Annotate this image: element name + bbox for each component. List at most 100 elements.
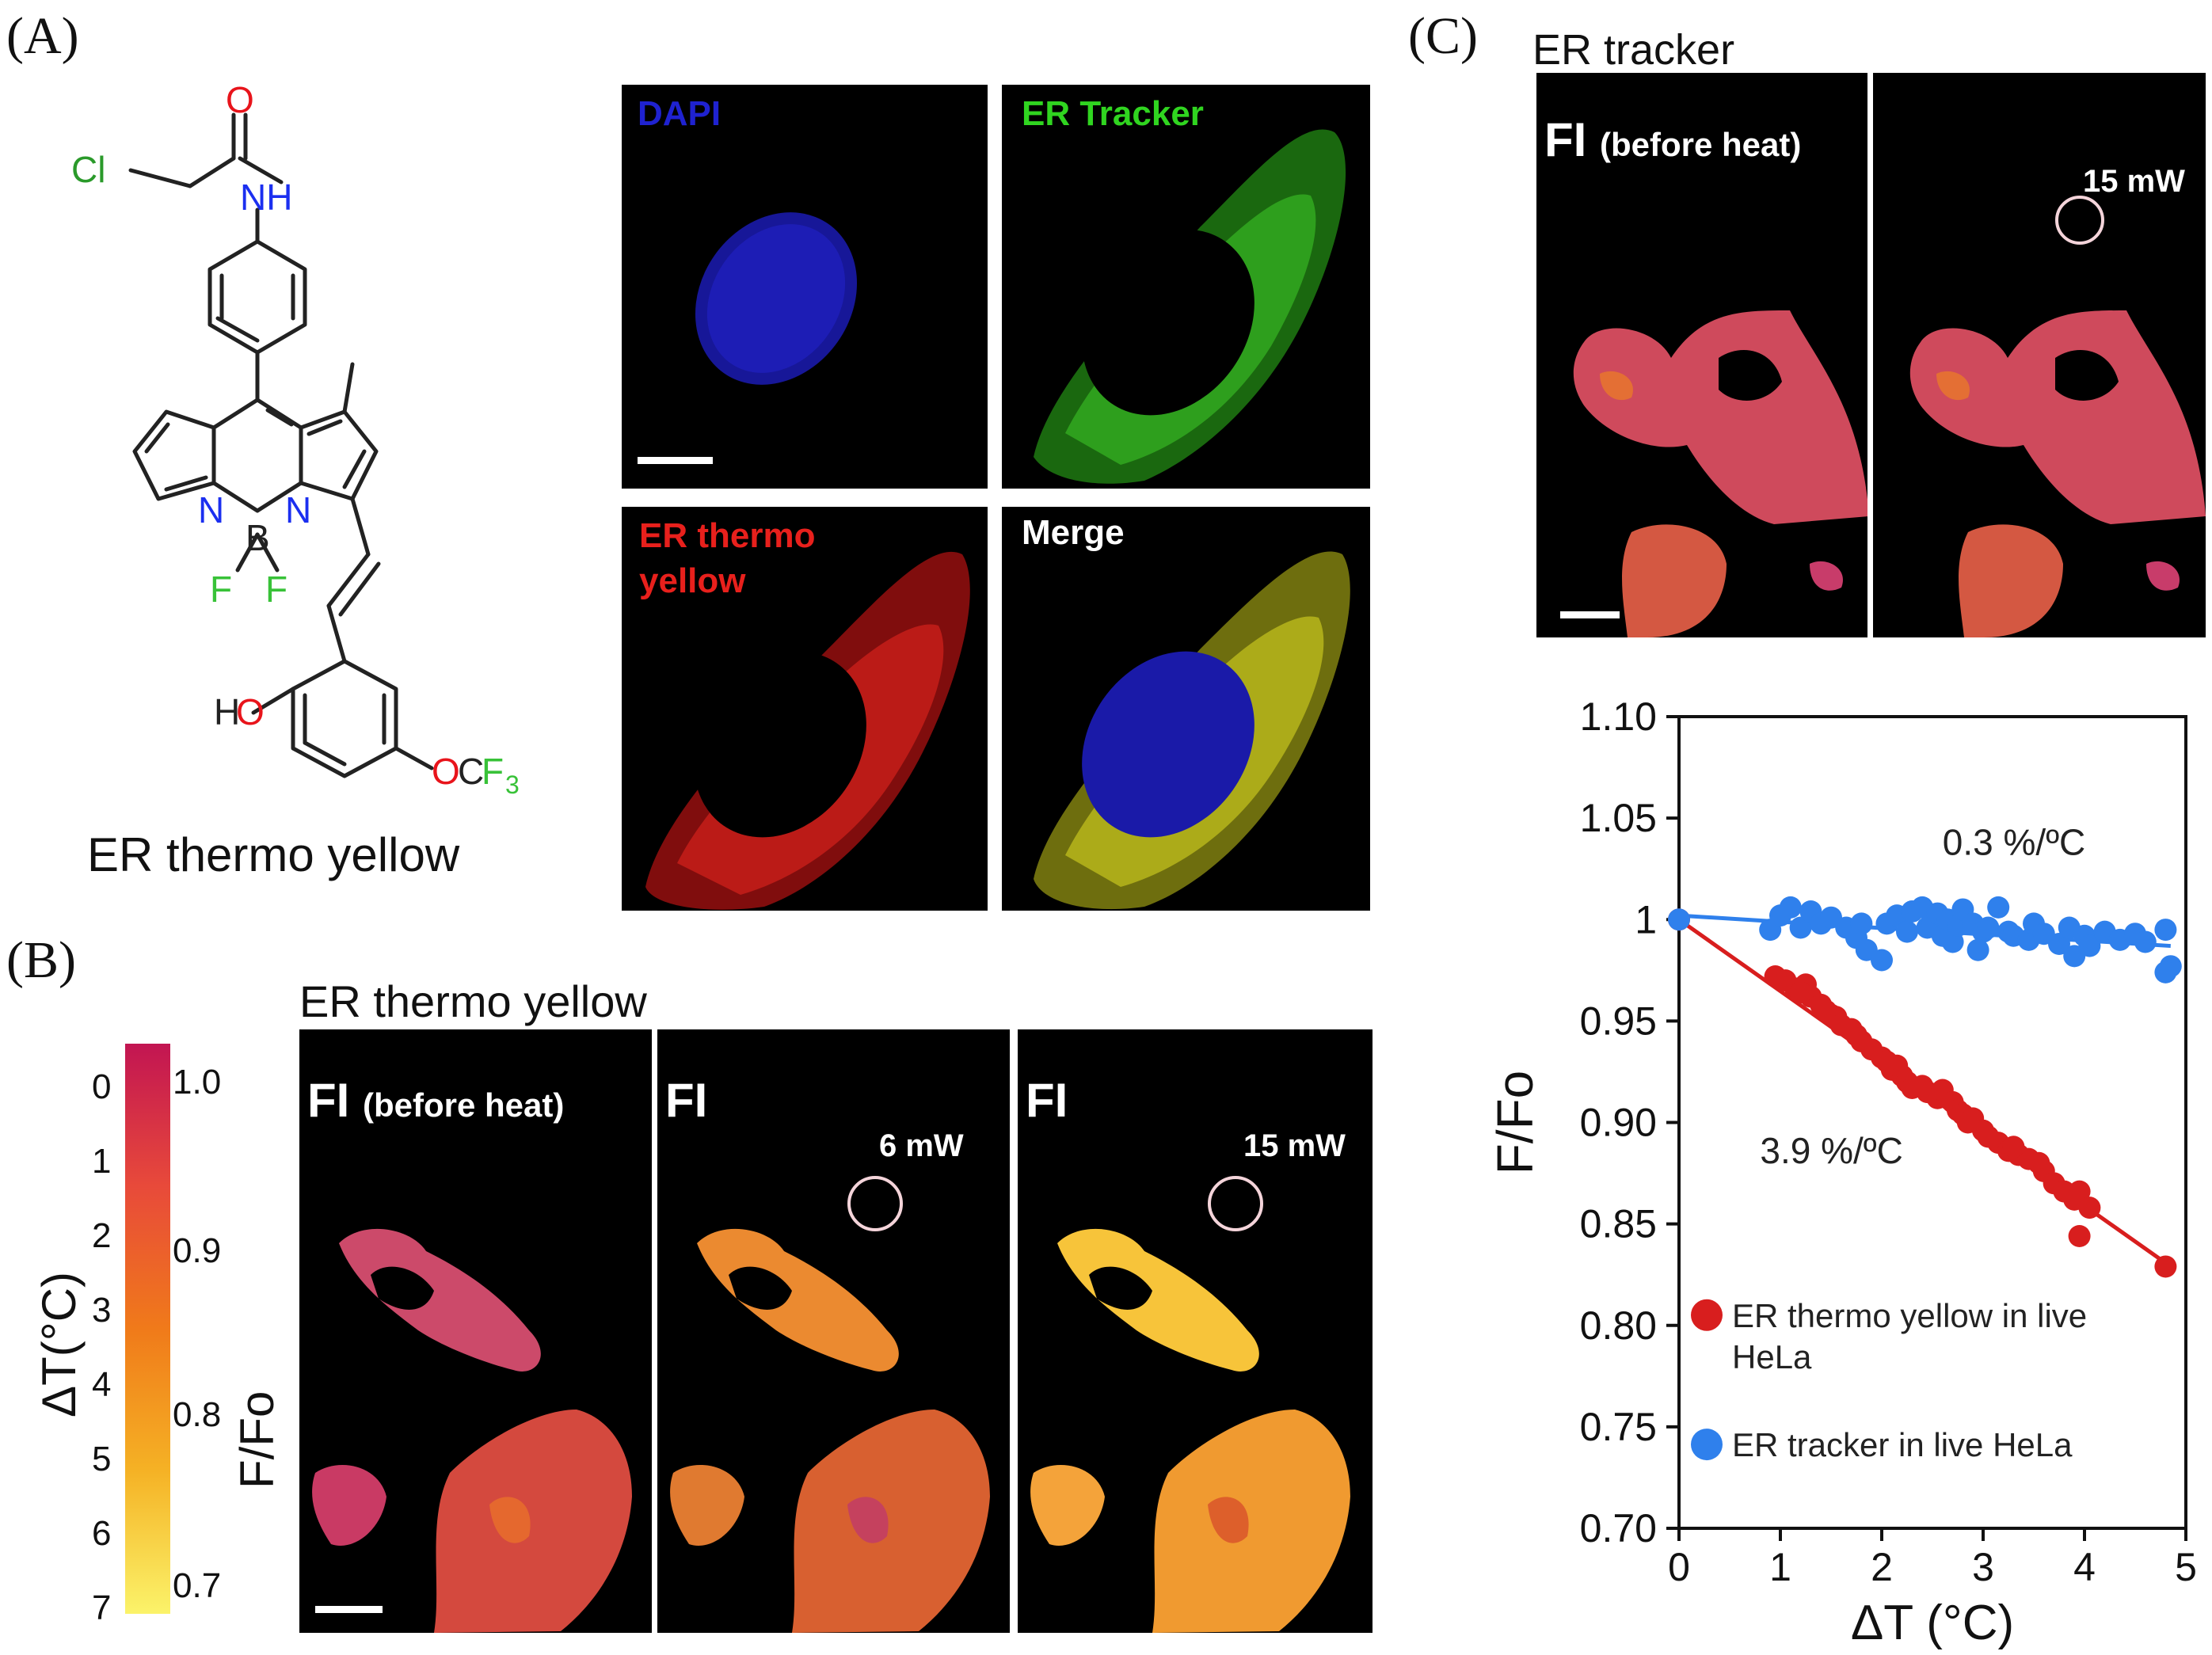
er-thermo-image: ER thermo yellow [622,507,988,911]
data-point-er-thermo [2068,1180,2091,1203]
y-tick-label: 1.10 [1580,694,1657,739]
data-point-er-tracker [2134,930,2157,953]
atom-f-left: F [210,569,232,610]
fi-sub-1: (before heat) [363,1086,565,1124]
atom-b: B [246,517,270,558]
atom-n-right: N [285,489,311,531]
data-point-er-thermo [2002,1136,2025,1158]
scale-bar [315,1606,383,1613]
data-point-er-thermo [1956,1111,1979,1134]
y-tick-label: 0.70 [1580,1506,1657,1550]
data-point-er-thermo [1789,981,1812,1004]
data-point-er-tracker [1779,896,1802,919]
label-merge: Merge [1022,513,1125,552]
data-point-er-tracker [2154,919,2177,942]
data-point-er-thermo [2154,1255,2177,1278]
fi-text-1: FI [307,1074,350,1127]
fi-text-2: FI [665,1074,708,1127]
panel-label-c: (C) [1408,7,1478,65]
data-point-er-thermo [2068,1225,2091,1247]
fi-label-1: FI (before heat) [307,1073,564,1128]
x-tick-label: 4 [2073,1545,2096,1589]
atom-n-left: N [198,489,224,531]
power-label-15mw: 15 mW [1243,1128,1346,1163]
c-fi-text-1: FI [1544,113,1587,166]
c-power-label-15mw: 15 mW [2083,164,2185,199]
label-dapi: DAPI [638,94,721,133]
y-axis-label: F/Fo [1489,1071,1544,1175]
y-tick-label: 0.95 [1580,999,1657,1043]
y-tick-label: 0.75 [1580,1405,1657,1449]
plot-frame [1677,715,2187,1530]
slope-annotation-thermo: 3.9 %/ºC [1760,1130,1902,1171]
atom-h-hydroxyl: H [214,691,240,732]
panel-c-title: ER tracker [1532,26,1735,74]
data-point-er-tracker [1850,912,1873,935]
atom-subscript-3: 3 [505,770,520,799]
slope-annotation-tracker: 0.3 %/ºC [1943,821,2085,862]
atom-nh: NH [240,177,292,218]
dt-tick-6: 6 [92,1514,112,1553]
colorbar [125,1044,170,1614]
legend-label-er-thermo: ER thermo yellow in live HeLa [1732,1297,2087,1375]
ratio-tick-0-8: 0.8 [173,1395,222,1434]
dt-tick-0: 0 [92,1067,112,1106]
data-point-er-tracker [2154,961,2177,983]
c-fi-sub-1: (before heat) [1600,126,1802,163]
panel-b-title: ER thermo yellow [299,976,647,1026]
fi-image-6mw: FI 6 mW [657,1029,1010,1633]
laser-spot-ring [847,1176,903,1231]
y-tick-label: 0.85 [1580,1202,1657,1246]
x-tick-label: 2 [1871,1545,1893,1589]
laser-spot-ring [2055,196,2104,245]
data-point-er-tracker [1871,949,1893,972]
label-er-tracker: ER Tracker [1022,94,1204,133]
panel-label-a: (A) [6,7,79,65]
dt-tick-7: 7 [92,1588,112,1627]
atom-f-right: F [265,569,287,610]
x-tick-label: 5 [2175,1545,2197,1589]
atom-o-hydroxyl: O [236,691,265,732]
data-point-er-tracker [1987,896,2010,919]
label-er-thermo-line1: ER thermo [639,516,816,555]
scatter-chart: 0.70 0.75 0.80 0.85 0.90 0.95 1 1.05 1.10 0 1 2 3 4 5 Δ… [1489,694,2197,1650]
scale-bar [638,457,713,464]
power-label-6mw: 6 mW [879,1128,964,1163]
atom-o-ocf3: O [432,751,460,792]
y-tick-label: 0.80 [1580,1303,1657,1348]
panel-label-b: (B) [6,931,76,989]
dt-tick-1: 1 [92,1142,112,1181]
legend-marker-er-thermo [1691,1299,1723,1331]
atom-cl: Cl [71,149,105,190]
legend-marker-er-tracker [1691,1429,1723,1461]
laser-spot-ring [1208,1176,1263,1231]
data-point-er-tracker [1668,908,1690,931]
data-point-er-tracker [1966,938,1989,961]
dt-tick-4: 4 [92,1365,112,1404]
fi-text-3: FI [1026,1074,1068,1127]
fi-label-3: FI [1026,1073,1068,1128]
fi-image-15mw: FI 15 mW [1018,1029,1373,1633]
y-tick-label: 1.05 [1580,796,1657,840]
data-point-er-tracker [1977,916,2000,939]
colorbar-ratio-text: F/Fo [230,1391,284,1489]
data-point-er-tracker [1896,920,1918,943]
colorbar-dt-text: ΔT(°C) [32,1271,86,1417]
atom-o-carbonyl: O [226,79,254,120]
molecule-name: ER thermo yellow [87,828,460,881]
data-point-er-tracker [2048,933,2070,955]
er-tracker-fi-before-heat: FI (before heat) [1536,73,1867,637]
ratio-tick-1-0: 1.0 [173,1063,222,1101]
label-er-thermo-line2: yellow [639,561,746,601]
ratio-tick-0-7: 0.7 [173,1566,222,1605]
fi-label-2: FI [665,1073,707,1128]
x-axis-label: ΔT (°C) [1851,1596,2014,1650]
label-er-thermo: ER thermo yellow [639,513,815,603]
data-point-er-tracker [2063,945,2086,968]
data-point-er-thermo [1886,1054,1909,1077]
dapi-image: DAPI [622,85,988,489]
x-tick-label: 1 [1769,1545,1791,1589]
y-tick-label: 1 [1635,897,1657,942]
data-point-er-tracker [1789,916,1812,939]
fi-image-before-heat: FI (before heat) [299,1029,652,1633]
